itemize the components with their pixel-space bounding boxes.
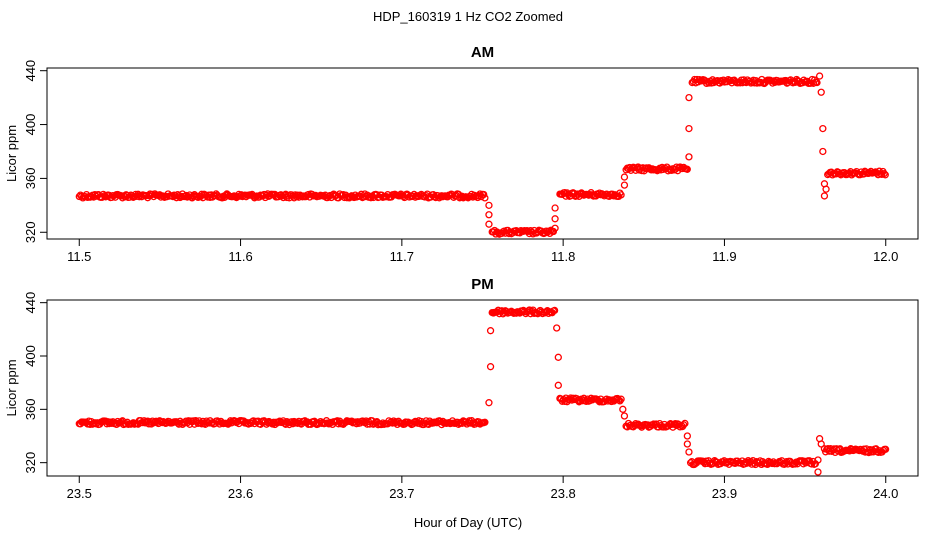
- data-point: [685, 448, 693, 456]
- y-axis-label: Licor ppm: [4, 125, 19, 182]
- x-tick-label: 23.9: [712, 486, 737, 501]
- x-tick-label: 23.8: [550, 486, 575, 501]
- data-segment: [622, 163, 691, 175]
- x-tick-label: 11.8: [551, 249, 575, 264]
- panel-am: AM Licor ppm 11.5 11.6 11.7 11.8 11.9 12.0 320 36…: [4, 44, 919, 264]
- plot-frame: [46, 299, 919, 477]
- x-tick: 11.8: [551, 239, 575, 264]
- data-segment: [686, 457, 820, 469]
- data-point: [814, 456, 822, 464]
- data-point: [486, 363, 495, 371]
- data-segment: [556, 394, 625, 406]
- data-point: [685, 124, 693, 133]
- x-axis-label: Hour of Day (UTC): [413, 515, 523, 530]
- data-segment: [75, 190, 489, 202]
- data-point: [485, 399, 493, 407]
- y-tick-label: 400: [23, 114, 38, 136]
- x-tick-label: 23.6: [228, 486, 253, 501]
- y-tick-label: 440: [23, 60, 38, 82]
- plot-frame: [46, 67, 919, 240]
- panel-title: AM: [471, 44, 494, 61]
- x-tick: 23.8: [550, 476, 576, 501]
- y-tick-label: 400: [23, 345, 38, 367]
- data-segment: [622, 419, 689, 431]
- x-tick: 24.0: [873, 476, 898, 501]
- data-segment: [488, 226, 558, 238]
- y-tick: 360: [23, 168, 47, 190]
- data-point: [685, 153, 693, 161]
- x-tick: 11.9: [712, 239, 737, 264]
- data-point: [620, 412, 629, 420]
- panel-pm: PM Licor ppm 23.5 23.6 23.7 23.8 23.9 24.0 320 36…: [4, 276, 919, 501]
- data-point: [551, 204, 559, 212]
- x-tick-label: 11.5: [67, 249, 91, 264]
- y-tick-label: 320: [23, 452, 38, 474]
- data-segment: [688, 75, 821, 88]
- x-tick: 23.7: [389, 476, 415, 501]
- data-point: [551, 224, 559, 232]
- data-point: [485, 201, 493, 209]
- y-tick: 440: [23, 292, 47, 314]
- x-tick: 11.5: [67, 239, 91, 264]
- data-segment: [556, 189, 625, 200]
- x-tick-label: 11.6: [228, 249, 252, 264]
- data-segment: [820, 445, 890, 457]
- x-tick-label: 12.0: [873, 249, 898, 264]
- data-point: [553, 324, 561, 332]
- x-tick-label: 11.7: [390, 249, 414, 264]
- data-point: [683, 432, 691, 440]
- data-point: [685, 93, 693, 102]
- x-tick: 11.6: [228, 239, 253, 264]
- data-point: [819, 147, 827, 156]
- data-point: [551, 215, 559, 223]
- data-point: [619, 405, 627, 413]
- x-tick-label: 23.7: [389, 486, 414, 501]
- data-point: [815, 72, 824, 80]
- x-tick: 23.5: [67, 476, 92, 501]
- x-tick-label: 11.9: [712, 249, 736, 264]
- y-tick-label: 320: [23, 221, 38, 243]
- data-point: [683, 440, 691, 448]
- data-point: [486, 327, 495, 335]
- y-tick: 400: [23, 114, 47, 136]
- y-tick: 440: [23, 60, 47, 82]
- y-tick: 320: [23, 452, 47, 474]
- y-tick-label: 360: [23, 398, 38, 420]
- data-segment: [488, 306, 559, 318]
- data-point: [819, 124, 827, 133]
- y-tick: 400: [23, 345, 47, 367]
- data-point: [620, 181, 629, 189]
- data-point: [554, 353, 562, 361]
- data-point: [817, 88, 825, 96]
- chart-title: HDP_160319 1 Hz CO2 Zoomed: [372, 9, 564, 24]
- data-point: [814, 468, 822, 476]
- y-tick: 320: [23, 221, 47, 243]
- data-point: [822, 185, 830, 193]
- data-point: [485, 211, 493, 219]
- data-point: [817, 440, 825, 448]
- data-point: [485, 220, 493, 228]
- data-point: [554, 381, 562, 389]
- y-tick: 360: [23, 398, 47, 420]
- x-tick: 23.9: [712, 476, 737, 501]
- y-tick-label: 360: [23, 168, 38, 190]
- x-tick: 23.6: [228, 476, 253, 501]
- panel-title: PM: [471, 276, 494, 293]
- x-tick: 11.7: [390, 239, 414, 264]
- y-tick-label: 440: [23, 292, 38, 314]
- y-axis-label: Licor ppm: [4, 359, 19, 416]
- data-point: [820, 192, 829, 200]
- x-tick-label: 24.0: [873, 486, 898, 501]
- x-tick-label: 23.5: [67, 486, 92, 501]
- data-point: [620, 173, 629, 181]
- x-tick: 12.0: [873, 239, 898, 264]
- data-segment: [75, 417, 489, 429]
- data-segment: [824, 167, 889, 179]
